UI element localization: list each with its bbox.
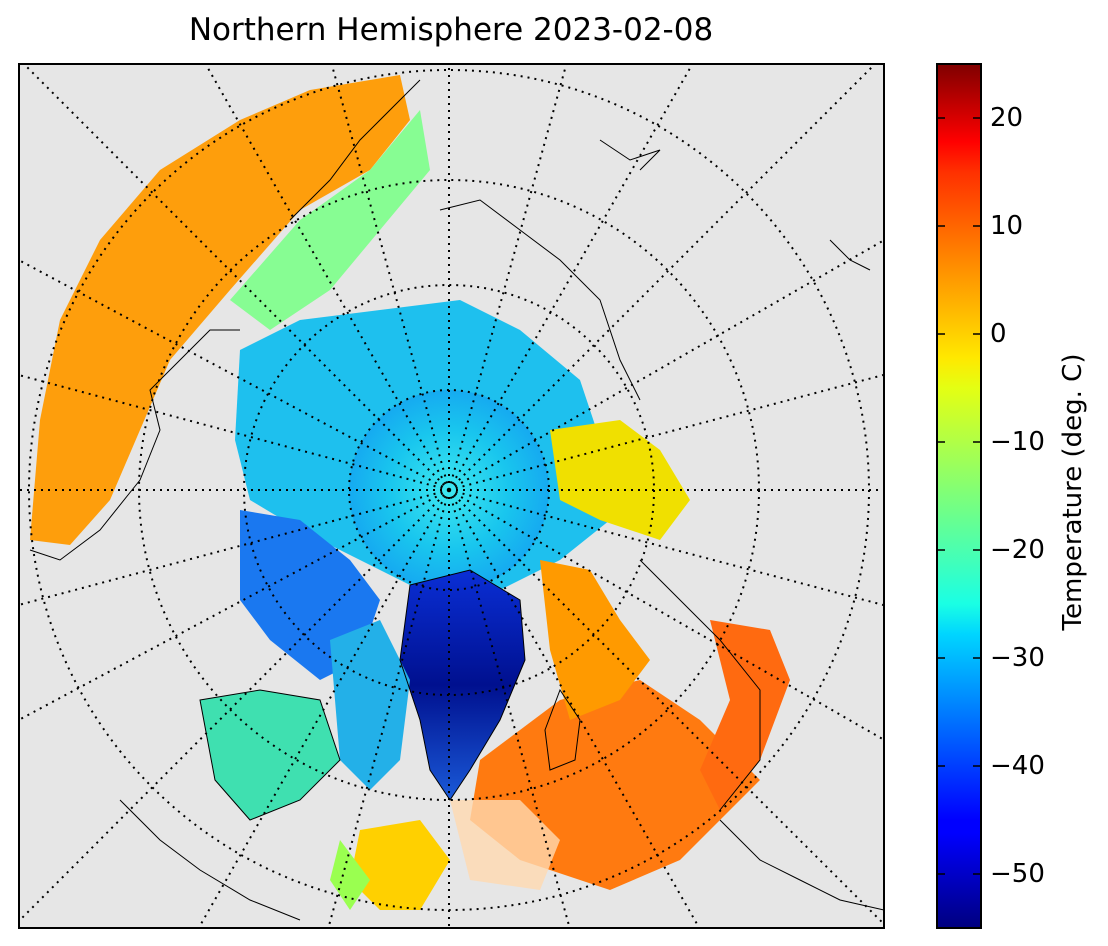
coastline-north-america (119, 799, 301, 921)
coastlines (29, 79, 884, 921)
colorbar-tick-label: −30 (990, 643, 1045, 673)
meridian (22, 64, 450, 491)
meridian (448, 64, 694, 491)
colorbar-tick-label: −20 (990, 535, 1045, 565)
atlantic-light-patch (450, 800, 560, 890)
map-frame (18, 63, 885, 929)
colorbar-tick-label: 0 (990, 319, 1007, 349)
warm-region-pacific (30, 75, 410, 545)
meridian (327, 489, 450, 928)
meridian (448, 489, 884, 607)
coastline-britain (544, 688, 581, 771)
coastline-siberia (289, 79, 421, 221)
colorbar-tick-label: 10 (990, 211, 1024, 241)
meridian (197, 489, 450, 928)
coastline-greenland (399, 569, 526, 801)
meridian (330, 64, 450, 491)
meridian (19, 489, 450, 721)
meridian (19, 489, 450, 606)
east-coast-green (330, 840, 370, 910)
colorbar-tick-marks (937, 117, 981, 875)
hudson-region (200, 690, 340, 820)
colorbar-tick-label: −50 (990, 859, 1045, 889)
meridian (448, 489, 701, 928)
cool-region-siberia (230, 110, 430, 330)
meridian (448, 373, 884, 491)
coastline-asia-east (439, 199, 641, 401)
meridian (204, 64, 450, 491)
meridian (19, 374, 450, 491)
colorbar (936, 63, 982, 929)
coastline-alaska (29, 329, 240, 561)
meridian (448, 64, 568, 491)
colorbar-label: Temperature (deg. C) (1058, 353, 1088, 631)
meridian (19, 259, 450, 491)
meridian (448, 489, 571, 928)
norwegian-sea (540, 560, 650, 720)
coastline-hudson (199, 689, 341, 821)
coastline-europe (719, 819, 884, 911)
colorbar-tick-label: 20 (990, 103, 1024, 133)
colorbar-tick-label: −40 (990, 751, 1045, 781)
coastline-scandinavia (639, 559, 761, 811)
greenland (400, 570, 525, 800)
map-title: Northern Hemisphere 2023-02-08 (188, 12, 714, 48)
colorbar-tick-label: −10 (990, 427, 1045, 457)
coastline-japan (599, 139, 661, 171)
graticule (19, 64, 884, 928)
baffin-region (330, 620, 410, 790)
barents-kara (550, 420, 690, 540)
labrador-south (350, 820, 450, 910)
meridian (19, 489, 450, 923)
